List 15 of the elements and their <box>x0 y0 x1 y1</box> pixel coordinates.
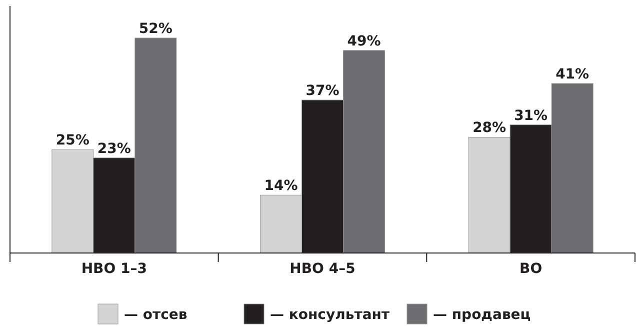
x-tick-label: НВО 4–5 <box>290 260 356 277</box>
data-label: 14% <box>264 178 298 194</box>
legend-label: — отсев <box>124 307 188 323</box>
data-label: 52% <box>138 21 172 37</box>
data-label: 49% <box>347 33 381 50</box>
legend-label: — продавец <box>433 307 531 323</box>
data-label: 31% <box>514 108 548 124</box>
data-label: 28% <box>472 120 506 136</box>
data-label: 41% <box>556 66 590 82</box>
data-label: 23% <box>97 140 131 157</box>
x-tick-label: ВО <box>520 260 542 277</box>
data-label: 25% <box>56 132 90 149</box>
x-tick-label: НВО 1–3 <box>81 260 147 277</box>
legend-label: — консультант <box>270 307 390 323</box>
data-label: 37% <box>306 83 340 100</box>
